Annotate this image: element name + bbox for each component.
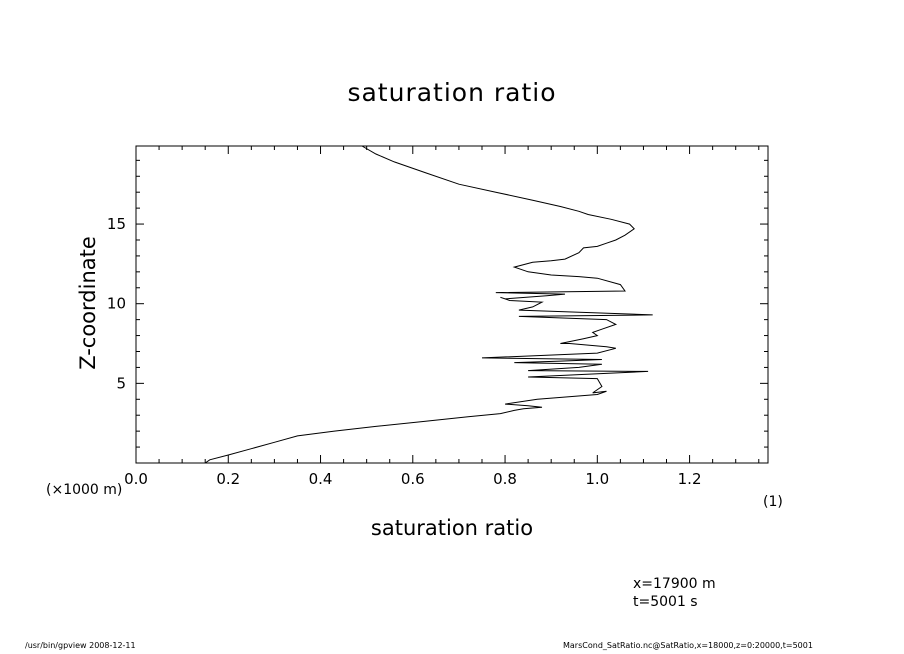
x-tick-label: 0.0 <box>124 470 148 488</box>
plot-frame <box>135 145 769 464</box>
x-axis-unit-label: (1) <box>763 494 783 510</box>
y-tick-label: 15 <box>107 215 126 233</box>
x-tick-label: 0.8 <box>493 470 517 488</box>
x-tick-label: 1.0 <box>585 470 609 488</box>
y-axis-label: Z-coordinate <box>76 236 100 370</box>
series-line <box>204 145 653 464</box>
x-tick-label: 0.4 <box>309 470 333 488</box>
axis-tick-labels: 0.0 0.2 0.4 0.6 0.8 1.0 1.2 5 10 15 <box>107 215 702 488</box>
footer-left: /usr/bin/gpview 2008-12-11 <box>25 641 136 650</box>
x-tick-label: 1.2 <box>678 470 702 488</box>
x-tick-label: 0.6 <box>401 470 425 488</box>
footer-right: MarsCond_SatRatio.nc@SatRatio,x=18000,z=… <box>563 641 813 650</box>
time-annotation: t=5001 s <box>633 594 698 610</box>
axis-ticks <box>135 146 768 463</box>
x-position-annotation: x=17900 m <box>633 576 716 592</box>
y-tick-label: 10 <box>107 295 126 313</box>
y-tick-label: 5 <box>116 374 126 392</box>
x-axis-label: saturation ratio <box>370 516 534 540</box>
y-axis-unit-label: (×1000 m) <box>46 482 123 498</box>
x-tick-label: 0.2 <box>216 470 240 488</box>
chart-title: saturation ratio <box>347 78 557 107</box>
